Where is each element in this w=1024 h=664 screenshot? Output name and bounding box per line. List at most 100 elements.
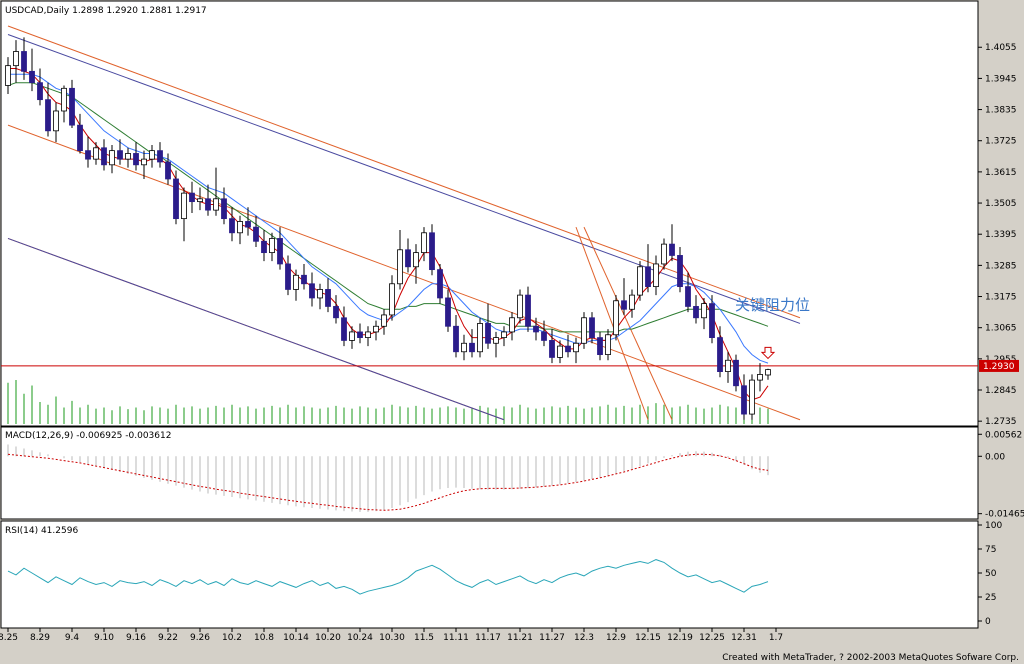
candle bbox=[717, 326, 723, 378]
candle bbox=[549, 329, 555, 364]
candle bbox=[749, 374, 755, 420]
candle bbox=[757, 363, 763, 392]
candle-body bbox=[85, 150, 91, 160]
price-axis-label: 1.3285 bbox=[985, 261, 1017, 271]
rsi-axis-label: 50 bbox=[985, 569, 997, 579]
candle-body bbox=[269, 238, 275, 254]
candle bbox=[365, 326, 371, 347]
price-panel[interactable] bbox=[0, 0, 979, 427]
candle bbox=[197, 187, 203, 211]
candle bbox=[653, 255, 659, 296]
candle-body bbox=[589, 317, 595, 339]
x-axis-label: 12.15 bbox=[635, 633, 661, 643]
rsi-panel[interactable] bbox=[0, 520, 979, 629]
channel-line bbox=[583, 226, 673, 420]
candle-body bbox=[221, 198, 227, 220]
x-axis-label: 11.21 bbox=[507, 633, 533, 643]
price-axis-label: 1.3725 bbox=[985, 137, 1017, 147]
candle-body bbox=[93, 147, 99, 160]
candle bbox=[349, 326, 355, 349]
candle-body bbox=[69, 87, 75, 126]
candle-body bbox=[469, 342, 475, 353]
candle bbox=[165, 153, 171, 185]
price-axis-label: 1.2845 bbox=[985, 386, 1017, 396]
candle-body bbox=[461, 342, 467, 353]
candle bbox=[701, 297, 707, 330]
candle-body bbox=[733, 359, 739, 387]
candle-body bbox=[477, 323, 483, 353]
candle bbox=[317, 283, 323, 310]
candle bbox=[29, 48, 35, 92]
candle bbox=[229, 207, 235, 242]
macd-layer bbox=[7, 444, 769, 512]
x-axis-label: 10.24 bbox=[347, 633, 373, 643]
macd-panel[interactable] bbox=[0, 426, 979, 520]
candle-body bbox=[381, 314, 387, 327]
candle-body bbox=[557, 345, 563, 358]
candle-body bbox=[405, 249, 411, 268]
x-axis-label: 9.26 bbox=[190, 633, 210, 643]
candle bbox=[309, 272, 315, 307]
price-panel-title: USDCAD,Daily 1.2898 1.2920 1.2881 1.2917 bbox=[5, 6, 207, 16]
candle bbox=[669, 224, 675, 262]
candle bbox=[589, 312, 595, 344]
x-axis-label: 10.2 bbox=[222, 633, 242, 643]
x-axis-label: 9.16 bbox=[126, 633, 146, 643]
candle-body bbox=[373, 325, 379, 333]
candle-body bbox=[349, 331, 355, 341]
candle-body bbox=[621, 300, 627, 310]
candle bbox=[293, 269, 299, 301]
candle bbox=[53, 102, 59, 143]
candle bbox=[333, 295, 339, 324]
candle bbox=[341, 306, 347, 347]
candle-body bbox=[277, 238, 283, 265]
price-axis-label: 1.3395 bbox=[985, 230, 1017, 240]
x-axis-label: 9.22 bbox=[158, 633, 178, 643]
price-axis-label: 1.4055 bbox=[985, 43, 1017, 53]
candle-body bbox=[429, 232, 435, 271]
channel-line bbox=[575, 226, 649, 420]
candle bbox=[693, 295, 699, 324]
x-axis-label: 8.29 bbox=[30, 633, 50, 643]
candle-body bbox=[157, 150, 163, 163]
rsi-axis-label: 25 bbox=[985, 593, 996, 603]
candle bbox=[189, 181, 195, 213]
candle-body bbox=[325, 289, 331, 307]
candle bbox=[5, 57, 11, 94]
candle bbox=[141, 150, 147, 179]
candle bbox=[213, 167, 219, 216]
candle bbox=[629, 289, 635, 318]
x-axis-label: 10.30 bbox=[379, 633, 405, 643]
candle-body bbox=[573, 342, 579, 353]
candle bbox=[509, 312, 515, 341]
candle bbox=[469, 329, 475, 358]
rsi-axis-label: 100 bbox=[985, 521, 1002, 531]
candle bbox=[485, 303, 491, 349]
candle-body bbox=[205, 198, 211, 211]
candle-body bbox=[45, 99, 51, 132]
x-axis-label: 12.19 bbox=[667, 633, 693, 643]
candle bbox=[125, 147, 131, 168]
candle bbox=[261, 229, 267, 262]
x-axis-label: 11.17 bbox=[475, 633, 501, 643]
candle-body bbox=[365, 331, 371, 339]
candle bbox=[13, 40, 19, 83]
candle bbox=[277, 227, 283, 270]
candle bbox=[285, 255, 291, 296]
candle-body bbox=[253, 226, 259, 242]
candle-body bbox=[117, 150, 123, 160]
candle bbox=[477, 317, 483, 358]
candle-body bbox=[485, 323, 491, 344]
candle bbox=[85, 136, 91, 168]
candle-body bbox=[533, 325, 539, 333]
candle bbox=[429, 224, 435, 276]
candle-body bbox=[77, 124, 83, 152]
candle bbox=[709, 295, 715, 344]
price-axis-label: 1.3065 bbox=[985, 324, 1017, 334]
channel-line bbox=[7, 34, 801, 324]
candle-body bbox=[181, 192, 187, 220]
candle bbox=[525, 286, 531, 332]
candle bbox=[237, 215, 243, 245]
